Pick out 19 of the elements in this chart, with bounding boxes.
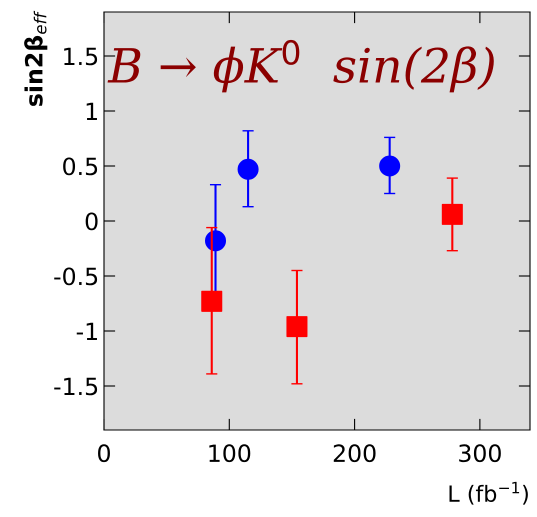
y-tick-label: 1.5 (64, 48, 98, 66)
point (442, 204, 463, 225)
x-tick-label: 300 (459, 444, 501, 462)
x-axis-title: L (fb$^{−1}$) (450, 482, 528, 505)
y-tick-label: -1 (76, 322, 97, 340)
y-tick-label: 1 (86, 102, 97, 120)
point (379, 155, 400, 177)
x-tick-label: 0 (98, 444, 110, 462)
y-tick-label: -0.5 (54, 267, 98, 286)
y-tick-label: -1.5 (54, 378, 98, 396)
x-tick-label: 200 (334, 444, 376, 462)
x-tick-label: 100 (209, 444, 250, 462)
y-tick-label: 0.5 (63, 157, 98, 176)
y-tick-label: 0 (86, 212, 98, 230)
text: B → ϕK$^{0}$ sin(2β) (108, 40, 494, 92)
point (201, 290, 222, 312)
y-axis-title: sin2β$_{eff}$ (24, 10, 48, 106)
point (286, 316, 308, 338)
point (238, 158, 259, 180)
